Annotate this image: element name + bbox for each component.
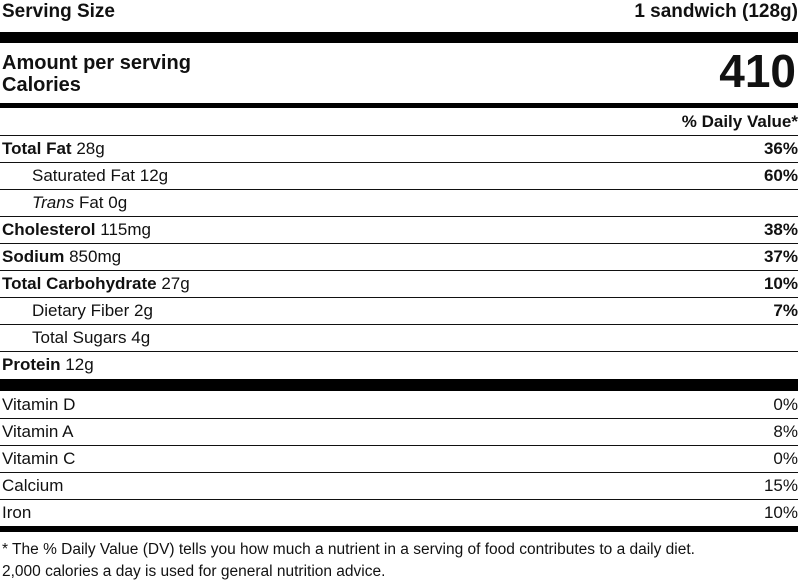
vitamin-row-vitamin-d: Vitamin D 0% [0, 393, 798, 417]
nutrient-amount: 12g [65, 355, 94, 374]
divider [0, 270, 798, 271]
vitamin-name: Calcium [2, 476, 64, 495]
nutrient-amount: 4g [131, 328, 151, 347]
thick-divider-top [0, 32, 798, 43]
divider [0, 243, 798, 244]
amount-per-serving-label: Amount per serving [2, 52, 191, 74]
nutrient-name: Total Fat [2, 139, 72, 158]
medium-divider [0, 103, 798, 108]
nutrient-amount: 12g [139, 166, 169, 185]
vitamin-name: Iron [2, 503, 32, 522]
nutrient-row-trans-fat: Trans Fat 0g [0, 191, 798, 215]
daily-value-header: % Daily Value* [681, 112, 798, 131]
divider [0, 418, 798, 419]
nutrient-row-sodium: Sodium 850mg 37% [0, 245, 798, 269]
nutrient-row-total-sugars: Total Sugars 4g [0, 326, 798, 350]
vitamin-row-vitamin-c: Vitamin C 0% [0, 447, 798, 471]
vitamin-name: Vitamin A [2, 422, 74, 441]
divider [0, 297, 798, 298]
vitamin-row-calcium: Calcium 15% [0, 474, 798, 498]
nutrient-name: Fat [78, 193, 104, 212]
nutrient-name: Protein [2, 355, 61, 374]
nutrient-name: Cholesterol [2, 220, 96, 239]
vitamin-dv: 15% [763, 476, 798, 495]
nutrient-dv: 60% [763, 166, 798, 185]
serving-size-row: Serving Size 1 sandwich (128g) [0, 1, 798, 23]
vitamin-dv: 10% [763, 503, 798, 522]
divider [0, 135, 798, 136]
nutrient-name: Sodium [2, 247, 65, 266]
thick-divider-bottom [0, 526, 798, 532]
nutrient-name: Total Sugars [32, 328, 127, 347]
nutrient-name-italic: Trans [32, 193, 75, 212]
nutrient-amount: 2g [134, 301, 153, 320]
serving-size-value: 1 sandwich (128g) [634, 1, 798, 22]
nutrient-row-total-fat: Total Fat 28g 36% [0, 137, 798, 161]
nutrient-dv: 10% [763, 274, 798, 293]
nutrient-dv: 38% [763, 220, 798, 239]
nutrient-amount: 850mg [69, 247, 122, 266]
vitamin-name: Vitamin C [2, 449, 76, 468]
divider [0, 189, 798, 190]
nutrient-amount: 28g [76, 139, 105, 158]
nutrient-name: Dietary Fiber [32, 301, 130, 320]
nutrient-dv: 7% [773, 301, 798, 320]
nutrient-amount: 115mg [100, 220, 151, 239]
vitamin-dv: 8% [773, 422, 798, 441]
nutrient-row-cholesterol: Cholesterol 115mg 38% [0, 218, 798, 242]
thick-divider-vitamins [0, 379, 798, 391]
nutrient-dv: 37% [763, 247, 798, 266]
calories-block: Amount per serving Calories 410 [0, 46, 798, 102]
nutrient-amount: 27g [161, 274, 190, 293]
footnote-line-2: 2,000 calories a day is used for general… [2, 563, 386, 580]
divider [0, 162, 798, 163]
daily-value-footnote: * The % Daily Value (DV) tells you how m… [2, 539, 798, 583]
divider [0, 445, 798, 446]
divider [0, 216, 798, 217]
divider [0, 499, 798, 500]
nutrient-dv: 36% [763, 139, 798, 158]
nutrient-row-total-carbohydrate: Total Carbohydrate 27g 10% [0, 272, 798, 296]
divider [0, 472, 798, 473]
divider [0, 324, 798, 325]
divider [0, 351, 798, 352]
nutrient-amount: 0g [108, 193, 128, 212]
vitamin-row-vitamin-a: Vitamin A 8% [0, 420, 798, 444]
footnote-line-1: * The % Daily Value (DV) tells you how m… [2, 541, 695, 558]
calories-value: 410 [719, 45, 796, 97]
nutrient-row-dietary-fiber: Dietary Fiber 2g 7% [0, 299, 798, 323]
nutrient-row-protein: Protein 12g [0, 353, 798, 377]
daily-value-header-row: % Daily Value* [0, 111, 798, 133]
vitamin-name: Vitamin D [2, 395, 76, 414]
vitamin-dv: 0% [773, 449, 798, 468]
nutrient-name: Saturated Fat [32, 166, 136, 185]
nutrient-row-saturated-fat: Saturated Fat 12g 60% [0, 164, 798, 188]
serving-size-label: Serving Size [2, 1, 115, 22]
amount-per-serving: Amount per serving Calories [2, 52, 191, 96]
vitamin-row-iron: Iron 10% [0, 501, 798, 525]
nutrient-name: Total Carbohydrate [2, 274, 157, 293]
calories-label: Calories [2, 74, 81, 96]
vitamin-dv: 0% [773, 395, 798, 414]
